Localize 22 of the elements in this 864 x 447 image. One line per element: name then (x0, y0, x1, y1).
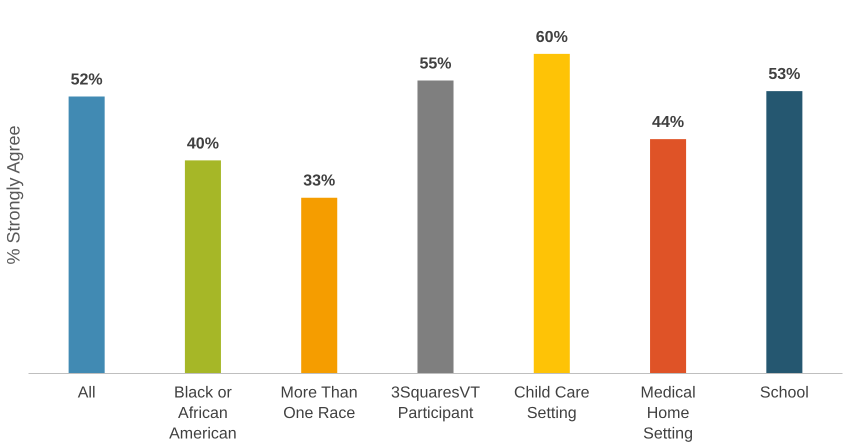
bar (766, 91, 802, 374)
x-tick-label: More Than One Race (280, 384, 358, 422)
x-tick-label: School (760, 384, 809, 402)
bar (184, 160, 221, 374)
data-label: 60% (536, 28, 568, 46)
x-tick-label: Black or African American (169, 384, 237, 442)
data-label: 40% (186, 135, 219, 152)
data-label: 55% (419, 55, 452, 72)
x-tick-label: All (78, 384, 96, 402)
bar (417, 80, 454, 374)
data-label: 53% (768, 66, 800, 84)
bar (68, 96, 105, 374)
data-label: 33% (303, 172, 336, 190)
data-label: 52% (70, 71, 103, 88)
x-tick-label: Child Care Setting (514, 384, 590, 422)
data-label: 44% (652, 114, 684, 132)
bar (650, 139, 686, 374)
y-axis-title: % Strongly Agree (4, 125, 24, 265)
x-tick-label: Medical Home Setting (640, 384, 696, 442)
x-tick-label: 3SquaresVT Participant (391, 384, 480, 422)
bar (301, 198, 338, 374)
bar (534, 54, 570, 374)
